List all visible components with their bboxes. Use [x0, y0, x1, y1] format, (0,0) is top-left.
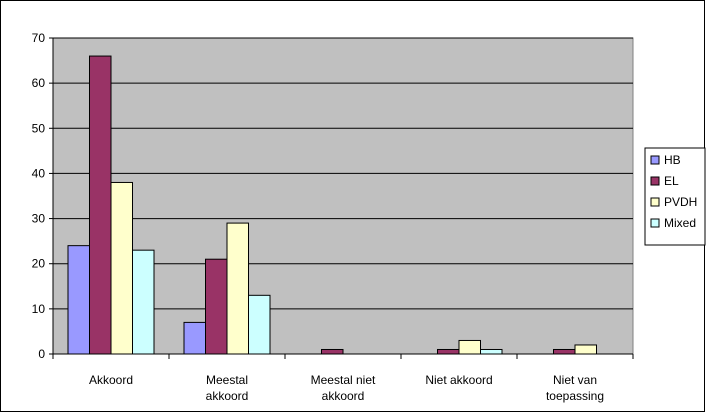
y-axis-ticks: 0 10 20 30 40 50 60 70 [32, 31, 53, 361]
legend-swatch-pvdh [650, 197, 660, 207]
y-tick-label: 30 [32, 212, 46, 226]
bar-pvdh-0 [110, 181, 133, 355]
bar-el-4 [553, 348, 576, 355]
bar-el-3 [437, 348, 460, 355]
y-tick-label: 50 [32, 121, 46, 135]
legend-label-el: EL [664, 174, 679, 188]
bar-el-0 [89, 55, 112, 355]
legend-swatch-mixed [650, 218, 660, 228]
y-tick-label: 20 [32, 257, 46, 271]
bar-mixed-1 [248, 294, 271, 355]
bar-el-2 [321, 348, 344, 355]
y-tick-label: 40 [32, 166, 46, 180]
y-tick-label: 70 [32, 31, 46, 45]
x-category-label: Akkoord [89, 373, 133, 387]
x-category-label: Niet van toepassing [546, 373, 604, 403]
x-category-label: Meestal niet akkoord [311, 373, 376, 403]
bar-hb-0 [67, 245, 90, 355]
bars [67, 55, 597, 355]
bar-pvdh-4 [574, 344, 597, 355]
y-tick-label: 10 [32, 302, 46, 316]
legend: HB EL PVDH Mixed [644, 147, 706, 246]
bar-pvdh-3 [458, 339, 481, 355]
y-tick-label: 0 [38, 347, 45, 361]
bar-mixed-0 [132, 249, 155, 355]
y-tick-label: 60 [32, 76, 46, 90]
bar-mixed-3 [480, 348, 503, 355]
legend-label-hb: HB [664, 153, 681, 167]
legend-label-pvdh: PVDH [664, 195, 697, 209]
x-axis-labels: Akkoord Meestal akkoord Meestal niet akkoord… [89, 373, 604, 403]
bar-el-1 [205, 258, 228, 355]
x-category-label: Meestal akkoord [206, 373, 249, 403]
legend-swatch-el [650, 176, 660, 186]
legend-swatch-hb [650, 155, 660, 165]
bar-pvdh-1 [226, 222, 249, 355]
legend-label-mixed: Mixed [664, 216, 696, 230]
x-category-label: Niet akkoord [425, 373, 492, 387]
bar-hb-1 [183, 321, 206, 355]
axes [52, 38, 634, 359]
